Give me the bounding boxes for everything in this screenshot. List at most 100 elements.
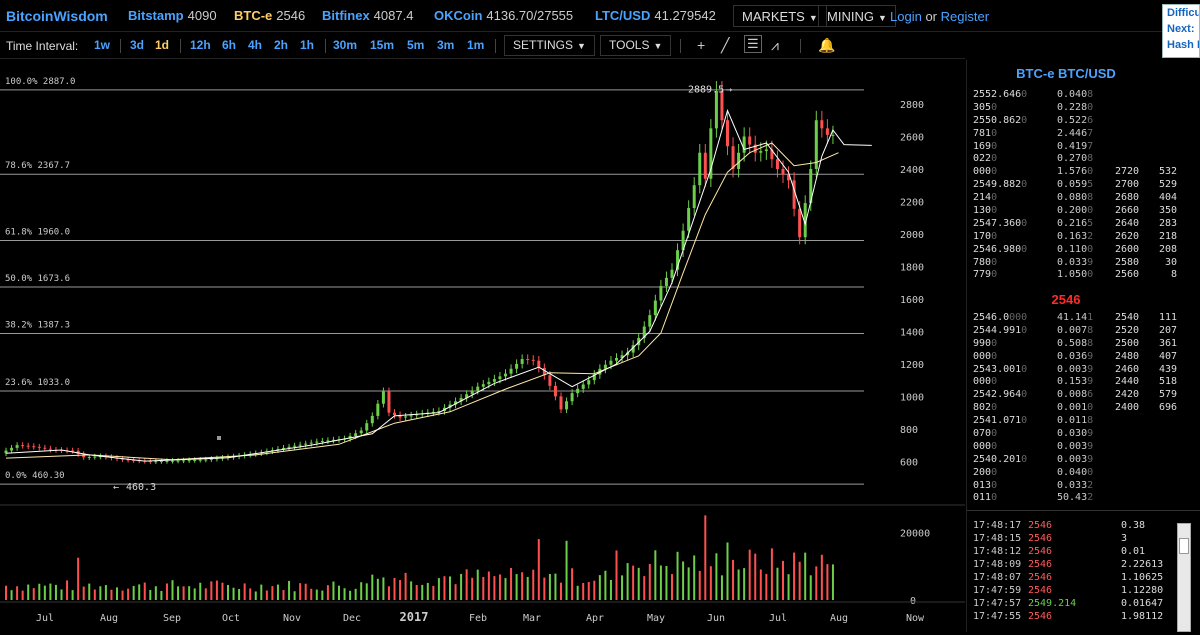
volume-tick-label: 20000 xyxy=(900,528,930,539)
scroll-thumb[interactable] xyxy=(1179,538,1189,554)
trade-row[interactable]: 17:48:07 2546 1.10625 xyxy=(973,572,1173,585)
candle-body xyxy=(520,359,524,364)
order-row[interactable]: 2140 0.0808 2680 404 xyxy=(973,192,1177,205)
order-amount-main: 0.059 xyxy=(1057,179,1088,191)
next-label: Next: xyxy=(1167,23,1195,35)
trade-row[interactable]: 17:48:17 2546 0.38 xyxy=(973,520,1173,533)
order-row[interactable]: 0130 0.0332 xyxy=(973,480,1177,493)
order-row[interactable]: 0700 0.0309 xyxy=(973,428,1177,441)
order-row[interactable]: 2542.9640 0.0086 2420 579 xyxy=(973,389,1177,402)
fib-tool-icon[interactable]: ☰ xyxy=(744,35,762,53)
settings-menu[interactable]: SETTINGS ▼ xyxy=(504,35,595,56)
ticker-2[interactable]: Bitfinex 4087.4 xyxy=(322,8,413,23)
candle-body xyxy=(87,456,91,458)
order-amount-dim: 8 xyxy=(1087,192,1094,204)
candle-body xyxy=(193,459,197,461)
order-row[interactable]: 0000 0.0369 2480 407 xyxy=(973,351,1177,364)
order-row[interactable]: 2550.8620 0.5226 xyxy=(973,115,1177,128)
difficulty-panel[interactable]: Difficu Next: Hash I xyxy=(1162,4,1200,58)
interval-5m[interactable]: 5m xyxy=(407,38,425,52)
interval-30m[interactable]: 30m xyxy=(333,38,358,52)
order-price-dim: 0 xyxy=(1021,453,1028,465)
order-row[interactable]: 2552.6460 0.0408 xyxy=(973,89,1177,102)
order-row[interactable]: 2547.3600 0.2165 2640 283 xyxy=(973,218,1177,231)
candle-body xyxy=(626,352,630,356)
ticker-3[interactable]: OKCoin 4136.70/27555 xyxy=(434,8,573,23)
volume-bar xyxy=(354,588,357,600)
order-row[interactable]: 2543.0010 0.0039 2460 439 xyxy=(973,364,1177,377)
interval-1w[interactable]: 1w xyxy=(94,38,111,52)
order-row[interactable]: 2000 0.0400 xyxy=(973,467,1177,480)
crosshair-icon[interactable]: + xyxy=(697,37,706,53)
interval-2h[interactable]: 2h xyxy=(274,38,289,52)
order-row[interactable]: 2546.0000 41.141 2540 111 xyxy=(973,312,1177,325)
interval-12h[interactable]: 12h xyxy=(190,38,211,52)
order-row[interactable]: 7800 0.0339 2580 30 xyxy=(973,257,1177,270)
order-row[interactable]: 9900 0.5088 2500 361 xyxy=(973,338,1177,351)
fan-tool-icon[interactable]: ⩘ xyxy=(771,37,779,53)
trade-row[interactable]: 17:47:55 2546 1.98112 xyxy=(973,611,1173,624)
order-row[interactable]: 1300 0.2000 2660 350 xyxy=(973,205,1177,218)
ticker-1[interactable]: BTC-e 2546 xyxy=(234,8,305,23)
markets-menu[interactable]: MARKETS ▼ xyxy=(733,5,827,27)
chart-canvas[interactable]: 600 800 1000 1200 1400 1600 1800 2000 2200 2400 26… xyxy=(0,60,965,632)
trade-scrollbar[interactable] xyxy=(1177,523,1191,632)
depth-price: 2460 xyxy=(1115,363,1140,375)
candle-body xyxy=(4,450,8,454)
ticker-0[interactable]: Bitstamp 4090 xyxy=(128,8,217,23)
order-row[interactable]: 8020 0.0010 2400 696 xyxy=(973,402,1177,415)
candle-body xyxy=(465,394,469,399)
ticker-4[interactable]: LTC/USD 41.279542 xyxy=(595,8,716,23)
interval-1m[interactable]: 1m xyxy=(467,38,485,52)
interval-3d[interactable]: 3d xyxy=(130,38,145,52)
bell-icon[interactable]: 🔔 xyxy=(818,37,836,53)
candle-body xyxy=(376,403,380,416)
order-price-main: 170 xyxy=(973,230,992,242)
trade-row[interactable]: 17:48:09 2546 2.22613 xyxy=(973,559,1173,572)
interval-4h[interactable]: 4h xyxy=(248,38,263,52)
brand-logo[interactable]: BitcoinWisdom xyxy=(6,8,108,24)
order-row[interactable]: 0110 50.432 xyxy=(973,492,1177,505)
order-row[interactable]: 7790 1.0500 2560 8 xyxy=(973,269,1177,282)
volume-bar xyxy=(376,578,379,600)
volume-bar xyxy=(804,552,807,600)
trade-row[interactable]: 17:47:59 2546 1.12280 xyxy=(973,585,1173,598)
interval-3m[interactable]: 3m xyxy=(437,38,455,52)
order-row[interactable]: 0220 0.2708 xyxy=(973,153,1177,166)
tools-menu[interactable]: TOOLS ▼ xyxy=(600,35,672,56)
interval-15m[interactable]: 15m xyxy=(370,38,395,52)
trade-row[interactable]: 17:48:15 2546 3 xyxy=(973,533,1173,546)
order-row[interactable]: 0000 0.1539 2440 518 xyxy=(973,376,1177,389)
low-annotation: 460.3 xyxy=(126,482,156,493)
top-nav: BitcoinWisdom Bitstamp 4090 BTC-e 2546 Bitfi… xyxy=(0,0,1200,58)
order-row[interactable]: 1700 0.1632 2620 218 xyxy=(973,231,1177,244)
order-row[interactable]: 1690 0.4197 xyxy=(973,141,1177,154)
order-amount-main: 50.43 xyxy=(1057,492,1088,504)
candle-body xyxy=(204,459,208,461)
order-row[interactable]: 2540.2010 0.0039 xyxy=(973,454,1177,467)
order-row[interactable]: 3050 0.2280 xyxy=(973,102,1177,115)
order-row[interactable]: 2541.0710 0.0118 xyxy=(973,415,1177,428)
order-row[interactable]: 0000 0.0039 xyxy=(973,441,1177,454)
order-price-main: 2552.646 xyxy=(973,89,1022,100)
interval-1h[interactable]: 1h xyxy=(300,38,315,52)
line-tool-icon[interactable]: ╱ xyxy=(721,37,730,53)
hashrate-label: Hash I xyxy=(1167,39,1200,51)
trade-row[interactable]: 17:48:12 2546 0.01 xyxy=(973,546,1173,559)
order-price-dim: 0 xyxy=(991,205,998,217)
price-chart[interactable]: 600 800 1000 1200 1400 1600 1800 2000 2200 2400 26… xyxy=(0,60,965,632)
order-price: 9900 xyxy=(973,338,997,349)
mining-menu[interactable]: MINING ▼ xyxy=(818,5,896,27)
login-link[interactable]: Login xyxy=(890,9,922,24)
volume-bar xyxy=(66,580,69,600)
interval-6h[interactable]: 6h xyxy=(222,38,237,52)
order-row[interactable]: 0000 1.5760 2720 532 xyxy=(973,166,1177,179)
trade-row[interactable]: 17:47:57 2549.214 0.01647 xyxy=(973,598,1173,611)
order-row[interactable]: 2544.9910 0.0078 2520 207 xyxy=(973,325,1177,338)
interval-1d[interactable]: 1d xyxy=(155,38,170,52)
candle-body xyxy=(642,326,646,338)
order-row[interactable]: 2546.9800 0.1100 2600 208 xyxy=(973,244,1177,257)
order-row[interactable]: 7810 2.4467 xyxy=(973,128,1177,141)
order-row[interactable]: 2549.8820 0.0595 2700 529 xyxy=(973,179,1177,192)
register-link[interactable]: Register xyxy=(940,9,990,24)
